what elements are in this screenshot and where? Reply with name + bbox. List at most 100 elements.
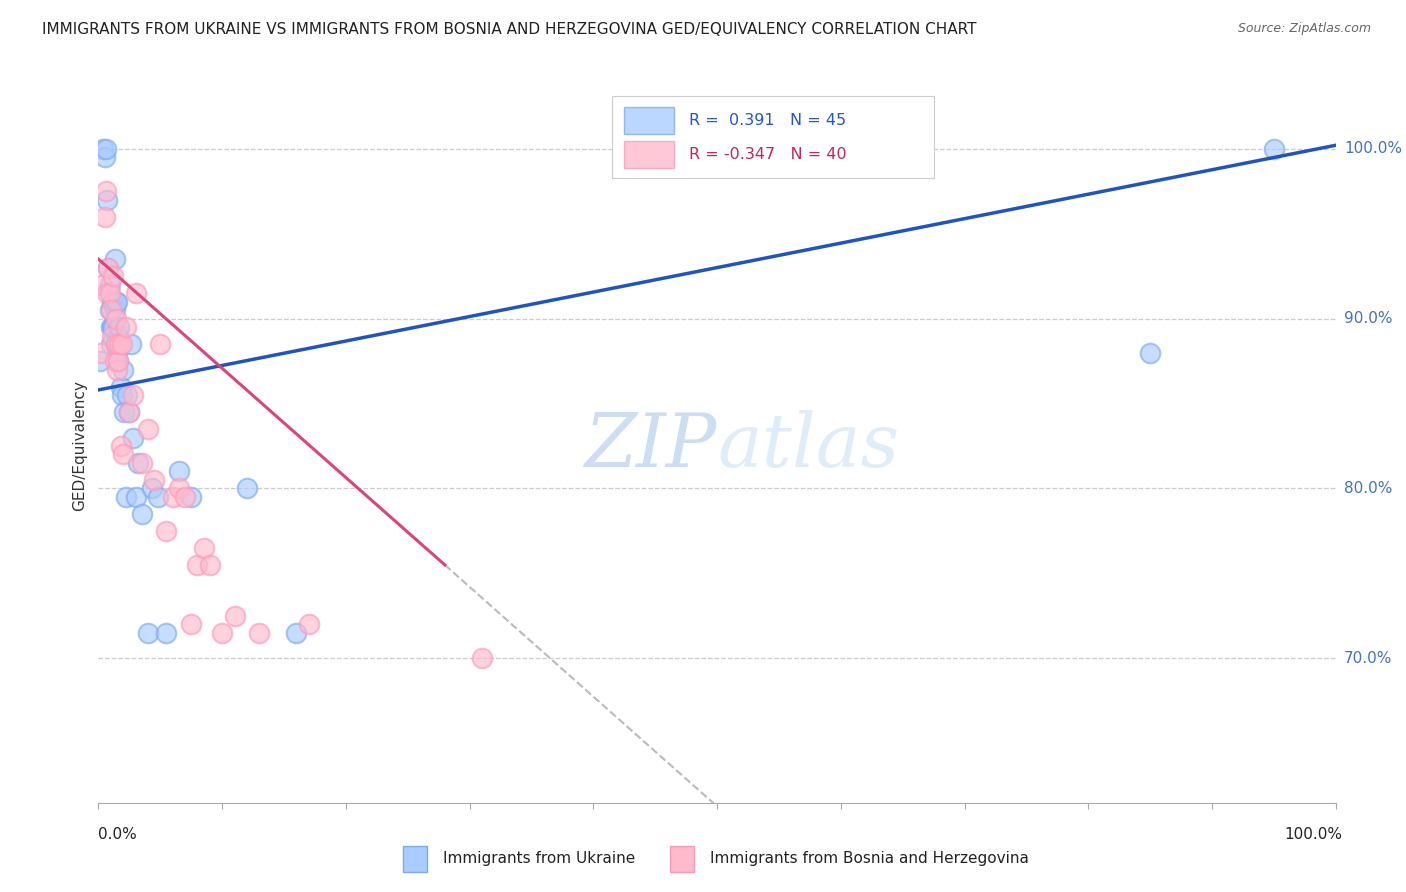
- Point: [103, 294, 125, 309]
- Point: [104, 311, 127, 326]
- Point: [96, 193, 118, 207]
- Point: [174, 490, 197, 504]
- Point: [167, 482, 190, 496]
- Point: [98, 277, 121, 292]
- Text: 100.0%: 100.0%: [1344, 141, 1402, 156]
- Point: [108, 337, 131, 351]
- Text: Immigrants from Bosnia and Herzegovina: Immigrants from Bosnia and Herzegovina: [710, 852, 1029, 866]
- Point: [100, 337, 122, 351]
- Point: [93, 142, 115, 156]
- Point: [97, 260, 120, 275]
- Text: 100.0%: 100.0%: [1285, 827, 1343, 841]
- Text: Immigrants from Ukraine: Immigrants from Ukraine: [443, 852, 636, 866]
- Point: [100, 320, 122, 334]
- Point: [103, 303, 125, 318]
- Point: [124, 286, 146, 301]
- Point: [93, 210, 115, 224]
- Point: [89, 354, 111, 368]
- Point: [98, 303, 121, 318]
- Point: [93, 150, 115, 164]
- Text: Source: ZipAtlas.com: Source: ZipAtlas.com: [1237, 22, 1371, 36]
- Point: [146, 490, 169, 504]
- Point: [118, 405, 141, 419]
- Point: [110, 379, 132, 393]
- Point: [111, 337, 134, 351]
- Point: [115, 388, 138, 402]
- Point: [101, 328, 124, 343]
- Point: [247, 626, 270, 640]
- Point: [89, 345, 111, 359]
- Text: 70.0%: 70.0%: [1344, 651, 1392, 666]
- Point: [112, 405, 135, 419]
- Point: [103, 320, 125, 334]
- Text: 90.0%: 90.0%: [1344, 311, 1392, 326]
- Point: [103, 252, 125, 266]
- Point: [143, 473, 166, 487]
- Point: [162, 490, 184, 504]
- Point: [118, 405, 141, 419]
- Point: [100, 303, 122, 318]
- Point: [124, 490, 146, 504]
- Point: [180, 490, 202, 504]
- Point: [131, 507, 153, 521]
- Point: [107, 354, 129, 368]
- Point: [108, 320, 131, 334]
- Point: [104, 337, 127, 351]
- Point: [136, 626, 159, 640]
- FancyBboxPatch shape: [612, 96, 934, 178]
- Point: [131, 456, 153, 470]
- FancyBboxPatch shape: [624, 107, 673, 134]
- Point: [91, 277, 114, 292]
- Text: atlas: atlas: [717, 409, 900, 483]
- Point: [1263, 142, 1285, 156]
- Text: 80.0%: 80.0%: [1344, 481, 1392, 496]
- Point: [122, 388, 145, 402]
- Point: [110, 439, 132, 453]
- Point: [105, 294, 128, 309]
- Point: [224, 608, 246, 623]
- Point: [180, 617, 202, 632]
- Point: [285, 626, 308, 640]
- Text: IMMIGRANTS FROM UKRAINE VS IMMIGRANTS FROM BOSNIA AND HERZEGOVINA GED/EQUIVALENC: IMMIGRANTS FROM UKRAINE VS IMMIGRANTS FR…: [42, 22, 977, 37]
- Text: 0.0%: 0.0%: [98, 827, 138, 841]
- Point: [104, 294, 127, 309]
- Point: [114, 320, 136, 334]
- Text: ZIP: ZIP: [585, 409, 717, 483]
- Point: [98, 286, 121, 301]
- Point: [114, 490, 136, 504]
- Point: [127, 456, 149, 470]
- FancyBboxPatch shape: [624, 141, 673, 169]
- Point: [167, 465, 190, 479]
- Point: [105, 362, 128, 376]
- Point: [155, 626, 177, 640]
- Point: [103, 354, 125, 368]
- Point: [1139, 345, 1161, 359]
- Point: [120, 337, 142, 351]
- Point: [122, 430, 145, 444]
- Point: [101, 320, 124, 334]
- Point: [155, 524, 177, 538]
- Point: [186, 558, 208, 572]
- Point: [236, 482, 259, 496]
- Point: [107, 354, 129, 368]
- Point: [471, 651, 494, 665]
- Point: [103, 269, 125, 284]
- Point: [193, 541, 215, 555]
- Text: R =  0.391   N = 45: R = 0.391 N = 45: [689, 113, 846, 128]
- Point: [94, 142, 117, 156]
- Point: [107, 328, 129, 343]
- Point: [97, 260, 120, 275]
- Point: [111, 388, 134, 402]
- Y-axis label: GED/Equivalency: GED/Equivalency: [72, 381, 87, 511]
- Point: [112, 448, 135, 462]
- Point: [96, 286, 118, 301]
- Point: [136, 422, 159, 436]
- Point: [112, 362, 135, 376]
- Point: [149, 337, 172, 351]
- Point: [105, 345, 128, 359]
- Text: R = -0.347   N = 40: R = -0.347 N = 40: [689, 147, 846, 162]
- Point: [298, 617, 321, 632]
- Point: [104, 337, 127, 351]
- Point: [94, 184, 117, 198]
- Point: [198, 558, 221, 572]
